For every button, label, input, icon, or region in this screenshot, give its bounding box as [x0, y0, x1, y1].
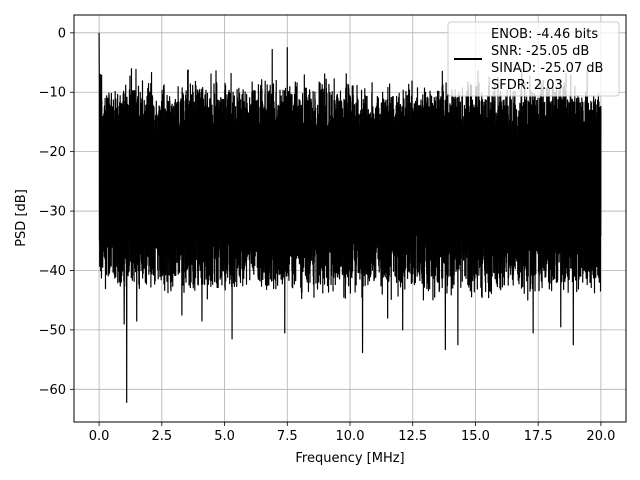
y-tick-label: 0 [58, 26, 66, 41]
x-tick-label: 5.0 [214, 429, 235, 444]
psd-series [98, 32, 602, 403]
legend-enob: ENOB: -4.46 bits [491, 27, 598, 42]
y-tick-label: −10 [39, 86, 66, 101]
x-tick-label: 12.5 [398, 429, 427, 444]
legend-box [447, 21, 620, 97]
y-tick-label: −60 [39, 383, 66, 398]
y-axis-label: PSD [dB] [14, 189, 29, 247]
psd-line [98, 32, 602, 403]
x-axis-label: Frequency [MHz] [295, 451, 404, 466]
x-tick-label: 17.5 [524, 429, 553, 444]
y-tick-label: −50 [39, 323, 66, 338]
x-tick-label: 7.5 [277, 429, 298, 444]
x-tick-label: 2.5 [151, 429, 172, 444]
legend-sfdr: SFDR: 2.03 [491, 78, 563, 93]
y-tick-label: −30 [39, 205, 66, 220]
legend-sinad: SINAD: -25.07 dB [491, 61, 603, 76]
legend-snr: SNR: -25.05 dB [491, 44, 589, 59]
y-axis-ticks: 0 −10 −20 −30 −40 −50 −60 [39, 26, 74, 398]
x-tick-label: 0.0 [89, 429, 110, 444]
y-tick-label: −40 [39, 264, 66, 279]
y-tick-label: −20 [39, 145, 66, 160]
x-axis-ticks: 0.0 2.5 5.0 7.5 10.0 12.5 15.0 17.5 20.0 [89, 422, 615, 444]
legend: ENOB: -4.46 bits SNR: -25.05 dB SINAD: -… [447, 21, 620, 97]
x-tick-label: 15.0 [461, 429, 490, 444]
x-tick-label: 20.0 [586, 429, 615, 444]
x-tick-label: 10.0 [336, 429, 365, 444]
